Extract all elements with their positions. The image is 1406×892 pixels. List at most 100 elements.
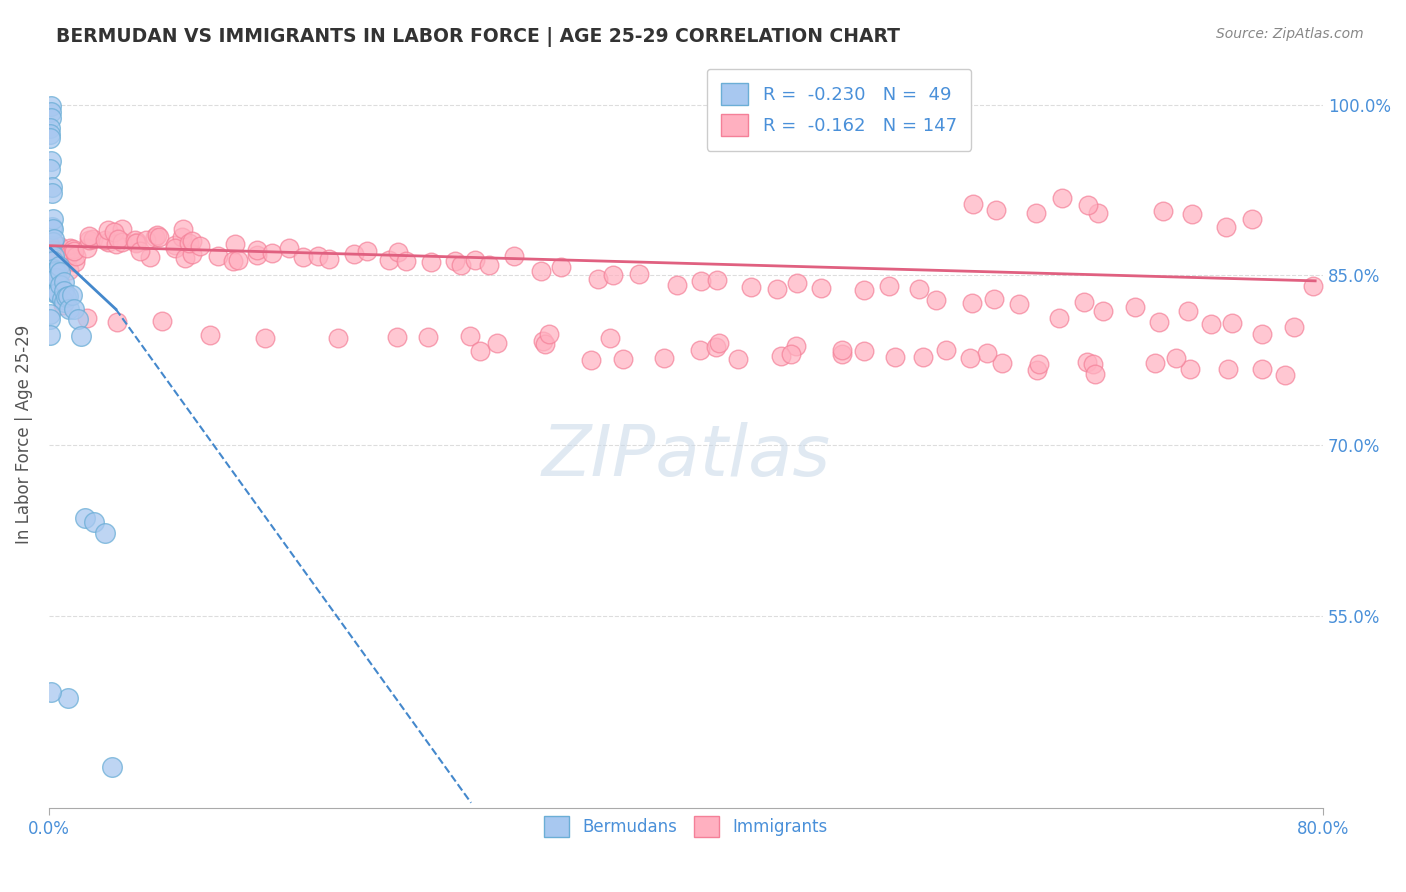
Point	[976, 346, 998, 360]
Point	[173, 222, 195, 236]
Point	[104, 237, 127, 252]
Point	[478, 258, 501, 272]
Point	[780, 346, 803, 360]
Point	[48, 260, 70, 274]
Point	[62, 288, 84, 302]
Point	[103, 225, 125, 239]
Point	[627, 267, 650, 281]
Point	[97, 235, 120, 249]
Point	[262, 246, 284, 260]
Legend: Bermudans, Immigrants: Bermudans, Immigrants	[536, 808, 837, 845]
Point	[62, 242, 84, 256]
Point	[39, 111, 62, 125]
Point	[534, 337, 557, 351]
Point	[222, 253, 245, 268]
Point	[246, 244, 269, 258]
Point	[785, 339, 807, 353]
Point	[58, 248, 80, 262]
Point	[100, 760, 122, 774]
Point	[42, 243, 65, 257]
Point	[1251, 362, 1274, 376]
Point	[579, 353, 602, 368]
Point	[883, 350, 905, 364]
Point	[852, 344, 875, 359]
Point	[1181, 207, 1204, 221]
Point	[82, 232, 104, 246]
Point	[530, 264, 553, 278]
Point	[246, 247, 269, 261]
Point	[1025, 206, 1047, 220]
Point	[128, 244, 150, 259]
Point	[318, 252, 340, 266]
Point	[1147, 314, 1170, 328]
Point	[1028, 357, 1050, 371]
Point	[602, 268, 624, 282]
Point	[533, 334, 555, 348]
Point	[356, 244, 378, 259]
Point	[485, 336, 508, 351]
Point	[292, 250, 315, 264]
Point	[385, 330, 408, 344]
Point	[42, 258, 65, 272]
Point	[146, 227, 169, 242]
Point	[42, 253, 65, 268]
Point	[69, 329, 91, 343]
Point	[502, 249, 524, 263]
Point	[38, 121, 60, 136]
Point	[326, 331, 349, 345]
Point	[984, 203, 1007, 218]
Point	[56, 289, 79, 303]
Point	[177, 236, 200, 251]
Point	[41, 180, 63, 194]
Point	[599, 331, 621, 345]
Point	[93, 525, 115, 540]
Point	[63, 244, 86, 259]
Point	[1084, 367, 1107, 381]
Point	[727, 351, 749, 366]
Point	[990, 356, 1012, 370]
Point	[41, 222, 63, 236]
Point	[1220, 317, 1243, 331]
Point	[125, 235, 148, 250]
Point	[550, 260, 572, 275]
Point	[53, 248, 76, 262]
Point	[707, 336, 730, 351]
Point	[419, 254, 441, 268]
Point	[831, 347, 853, 361]
Point	[740, 280, 762, 294]
Point	[770, 349, 793, 363]
Point	[666, 278, 689, 293]
Point	[1047, 310, 1070, 325]
Point	[174, 252, 197, 266]
Point	[65, 255, 87, 269]
Point	[464, 253, 486, 268]
Point	[45, 264, 67, 278]
Point	[180, 247, 202, 261]
Point	[55, 290, 77, 304]
Point	[1216, 361, 1239, 376]
Point	[879, 278, 901, 293]
Point	[42, 250, 65, 264]
Point	[42, 235, 65, 249]
Point	[58, 301, 80, 316]
Text: ZIPatlas: ZIPatlas	[541, 422, 831, 491]
Point	[83, 515, 105, 529]
Point	[39, 154, 62, 169]
Point	[704, 340, 727, 354]
Point	[343, 247, 366, 261]
Point	[378, 252, 401, 267]
Point	[97, 223, 120, 237]
Point	[224, 237, 246, 252]
Point	[65, 249, 87, 263]
Point	[458, 329, 481, 343]
Point	[307, 249, 329, 263]
Point	[1152, 203, 1174, 218]
Point	[1215, 220, 1237, 235]
Point	[39, 131, 62, 145]
Point	[45, 271, 67, 285]
Point	[59, 241, 82, 255]
Point	[831, 343, 853, 358]
Text: BERMUDAN VS IMMIGRANTS IN LABOR FORCE | AGE 25-29 CORRELATION CHART: BERMUDAN VS IMMIGRANTS IN LABOR FORCE | …	[56, 27, 900, 46]
Point	[125, 235, 148, 249]
Point	[1008, 297, 1031, 311]
